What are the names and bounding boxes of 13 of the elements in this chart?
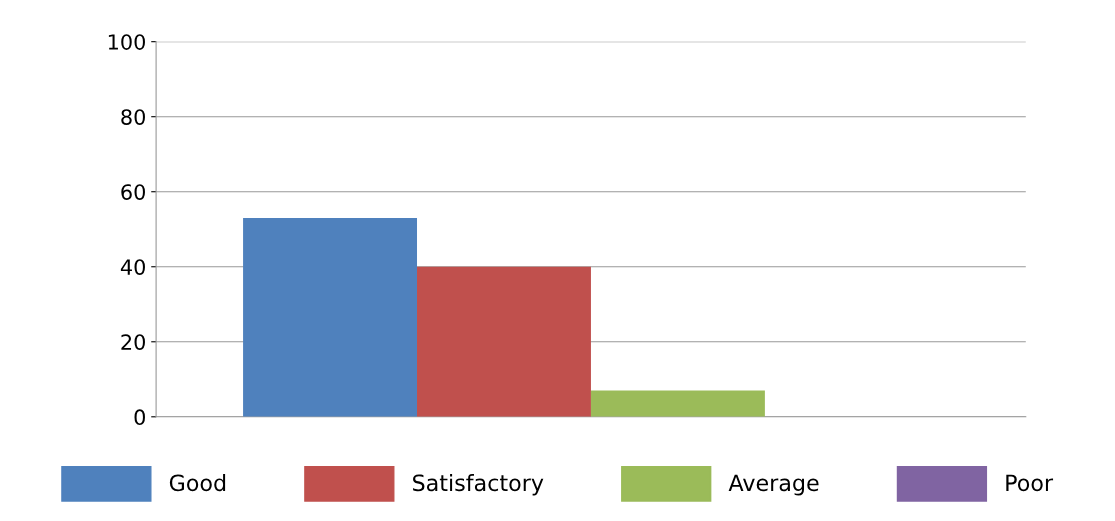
legend-label: Good [169, 474, 226, 492]
bar [417, 266, 591, 417]
legend-label: Average [728, 474, 819, 496]
legend-label: Poor [1006, 474, 1054, 492]
y-tick-label: 40 [120, 259, 145, 275]
y-tick-label: 0 [134, 409, 145, 426]
bar [243, 217, 418, 417]
y-tick-label: 80 [121, 109, 145, 125]
y-tick-label: 100 [108, 34, 145, 50]
y-tick-label: 20 [121, 334, 145, 350]
bar [590, 390, 765, 417]
y-tick-label: 60 [121, 184, 145, 200]
legend-label: Satisfactory [413, 474, 544, 496]
